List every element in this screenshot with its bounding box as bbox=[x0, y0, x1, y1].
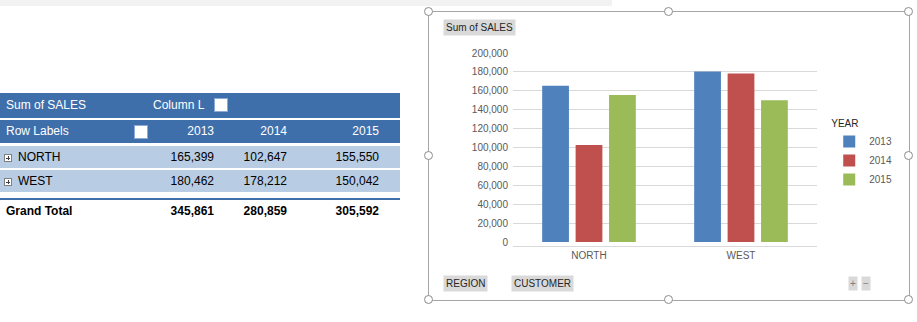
svg-text:100,000: 100,000 bbox=[472, 142, 509, 153]
svg-text:NORTH: NORTH bbox=[571, 250, 606, 261]
svg-text:Sum of SALES: Sum of SALES bbox=[446, 22, 513, 33]
svg-text:140,000: 140,000 bbox=[472, 104, 509, 115]
svg-text:WEST: WEST bbox=[727, 250, 756, 261]
svg-text:−: − bbox=[863, 278, 869, 289]
html-text:178,212: 178,212 bbox=[243, 174, 287, 188]
html-text:305,592: 305,592 bbox=[335, 204, 379, 218]
svg-text:2013: 2013 bbox=[869, 136, 892, 147]
html-text:2014: 2014 bbox=[260, 124, 287, 138]
html-text:Column L: Column L bbox=[153, 98, 205, 112]
svg-text:0: 0 bbox=[502, 237, 508, 248]
svg-text:REGION: REGION bbox=[446, 278, 485, 289]
svg-text:YEAR: YEAR bbox=[831, 118, 858, 129]
html-text:155,550: 155,550 bbox=[335, 150, 379, 164]
svg-text:180,000: 180,000 bbox=[472, 66, 509, 77]
html-text:2015: 2015 bbox=[352, 124, 379, 138]
html-text:280,859: 280,859 bbox=[243, 204, 287, 218]
svg-text:20,000: 20,000 bbox=[477, 218, 508, 229]
svg-text:CUSTOMER: CUSTOMER bbox=[514, 278, 571, 289]
svg-text:40,000: 40,000 bbox=[477, 199, 508, 210]
svg-text:80,000: 80,000 bbox=[477, 161, 508, 172]
html-text:165,399: 165,399 bbox=[170, 150, 214, 164]
html-text:150,042: 150,042 bbox=[335, 174, 379, 188]
svg-text:120,000: 120,000 bbox=[472, 123, 509, 134]
html-text:2013: 2013 bbox=[187, 124, 214, 138]
svg-text:+: + bbox=[850, 278, 856, 289]
html-text:345,861: 345,861 bbox=[170, 204, 214, 218]
svg-text:2014: 2014 bbox=[869, 155, 892, 166]
svg-text:60,000: 60,000 bbox=[477, 180, 508, 191]
html-text:NORTH: NORTH bbox=[18, 150, 61, 164]
html-text:Row Labels: Row Labels bbox=[6, 124, 69, 138]
svg-text:200,000: 200,000 bbox=[472, 48, 509, 59]
html-text:Sum of SALES: Sum of SALES bbox=[6, 98, 86, 112]
html-text:102,647: 102,647 bbox=[243, 150, 287, 164]
html-text:WEST: WEST bbox=[18, 174, 53, 188]
html-text:180,462: 180,462 bbox=[170, 174, 214, 188]
html-text:Grand Total: Grand Total bbox=[6, 204, 73, 218]
svg-text:2015: 2015 bbox=[869, 174, 892, 185]
svg-text:160,000: 160,000 bbox=[472, 85, 509, 96]
